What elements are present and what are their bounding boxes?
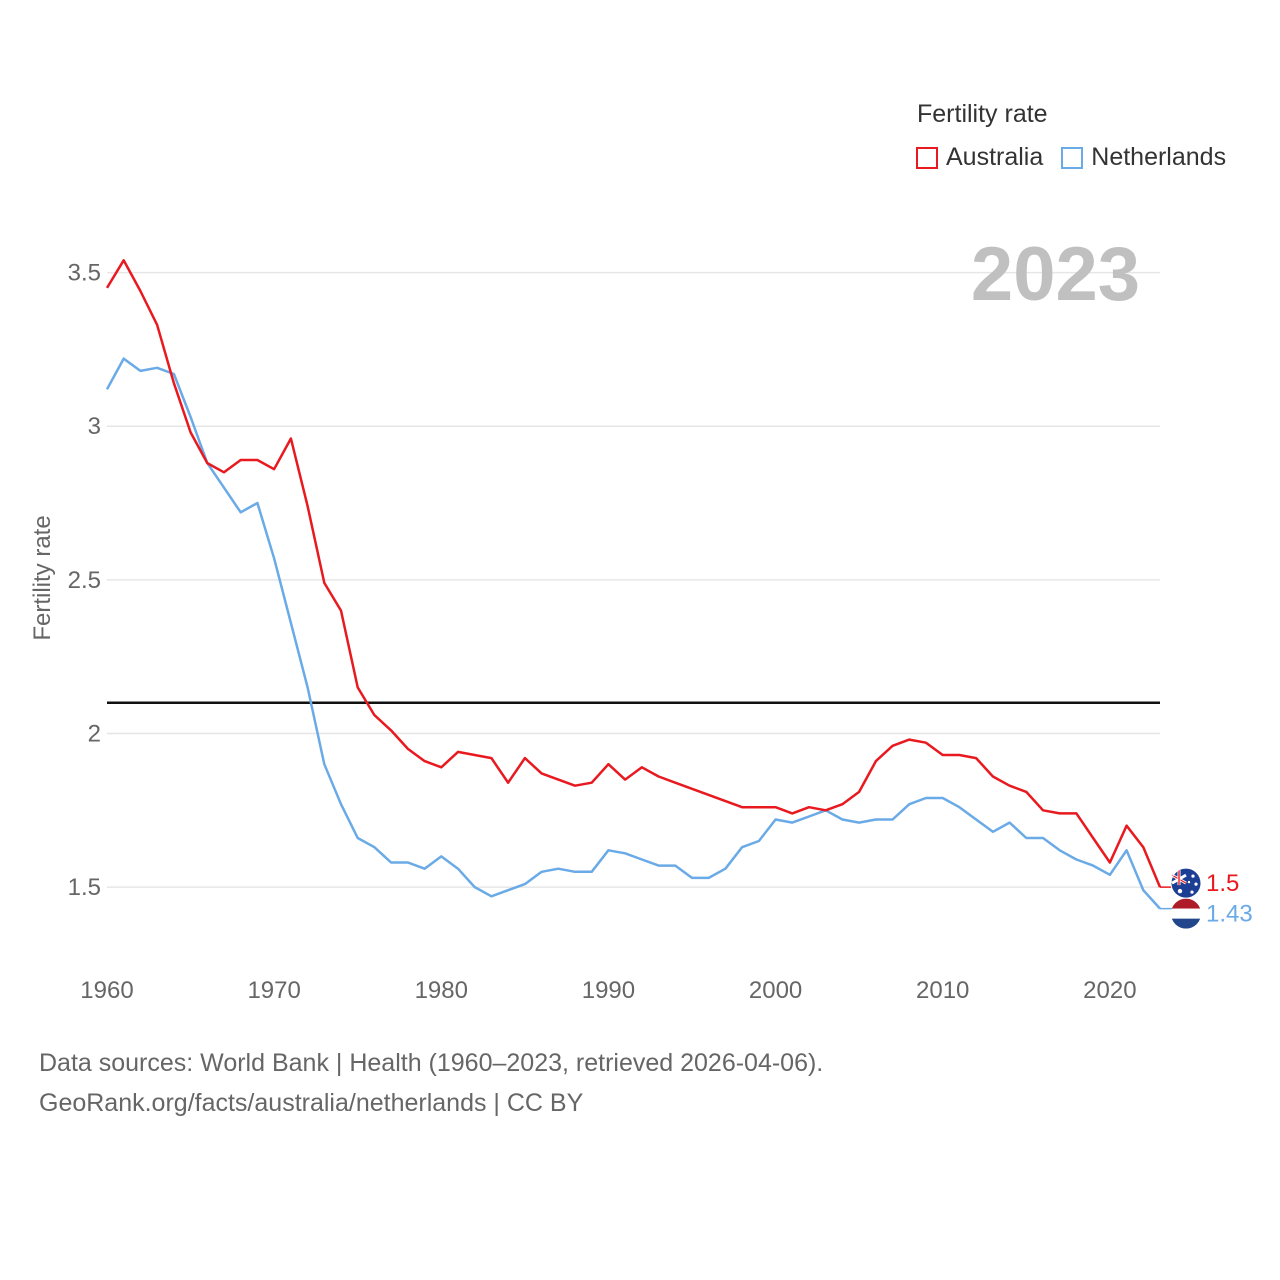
x-tick-label: 1960	[80, 977, 133, 1004]
x-tick-label: 2010	[916, 977, 969, 1004]
legend-swatch-netherlands	[1061, 146, 1084, 169]
grid-lines	[107, 271, 1160, 888]
flag-star	[1191, 874, 1195, 878]
end-value-label-australia: 1.5	[1206, 870, 1239, 897]
end-markers: 1.5 1.43	[1160, 867, 1253, 929]
data-sources: Data sources: World Bank | Health (1960–…	[39, 1043, 823, 1123]
x-tick-label: 1990	[582, 977, 635, 1004]
legend-item-netherlands[interactable]: Netherlands	[1061, 143, 1226, 172]
flag-rim	[1170, 867, 1202, 899]
legend-item-australia[interactable]: Australia	[916, 143, 1043, 172]
y-tick-label: 2	[88, 720, 101, 747]
legend-label-australia: Australia	[946, 143, 1044, 171]
y-tick-label: 3	[88, 413, 101, 440]
flag-star	[1194, 882, 1198, 886]
x-tick-label: 1970	[247, 977, 300, 1004]
current-year-label: 2023	[971, 232, 1140, 317]
x-tick-label: 2020	[1083, 977, 1136, 1004]
legend-title: Fertility rate	[917, 100, 1048, 128]
flag-star	[1187, 880, 1191, 884]
x-tick-label: 1980	[415, 977, 468, 1004]
australia-flag-icon	[1170, 867, 1202, 899]
end-value-label-netherlands: 1.43	[1206, 901, 1253, 928]
flag-stripe-red	[1171, 898, 1201, 909]
flag-star	[1177, 888, 1183, 894]
sources-line: Data sources: World Bank | Health (1960–…	[39, 1049, 824, 1077]
y-tick-label: 1.5	[68, 874, 101, 901]
legend: Australia Netherlands	[916, 143, 1244, 172]
netherlands-flag-icon	[1171, 898, 1201, 929]
y-axis-ticks: 1.5 2 2.5 3 3.5	[68, 260, 101, 902]
y-axis-label: Fertility rate	[29, 515, 56, 640]
flag-stripe-white	[1171, 908, 1201, 919]
series-line-australia	[105, 259, 1162, 888]
y-tick-label: 3.5	[68, 260, 101, 287]
attribution-link[interactable]: GeoRank.org/facts/australia/netherlands …	[39, 1089, 584, 1117]
x-axis-ticks: 1960 1970 1980 1990 2000 2010 2020	[80, 977, 1136, 1004]
series-line-netherlands	[105, 357, 1161, 910]
flag-stripe-blue	[1171, 918, 1201, 929]
y-tick-label: 2.5	[68, 567, 101, 594]
series-lines	[105, 259, 1162, 910]
x-tick-label: 2000	[749, 977, 802, 1004]
legend-label-netherlands: Netherlands	[1091, 143, 1227, 171]
flag-star	[1190, 890, 1194, 894]
legend-swatch-australia	[916, 146, 938, 169]
